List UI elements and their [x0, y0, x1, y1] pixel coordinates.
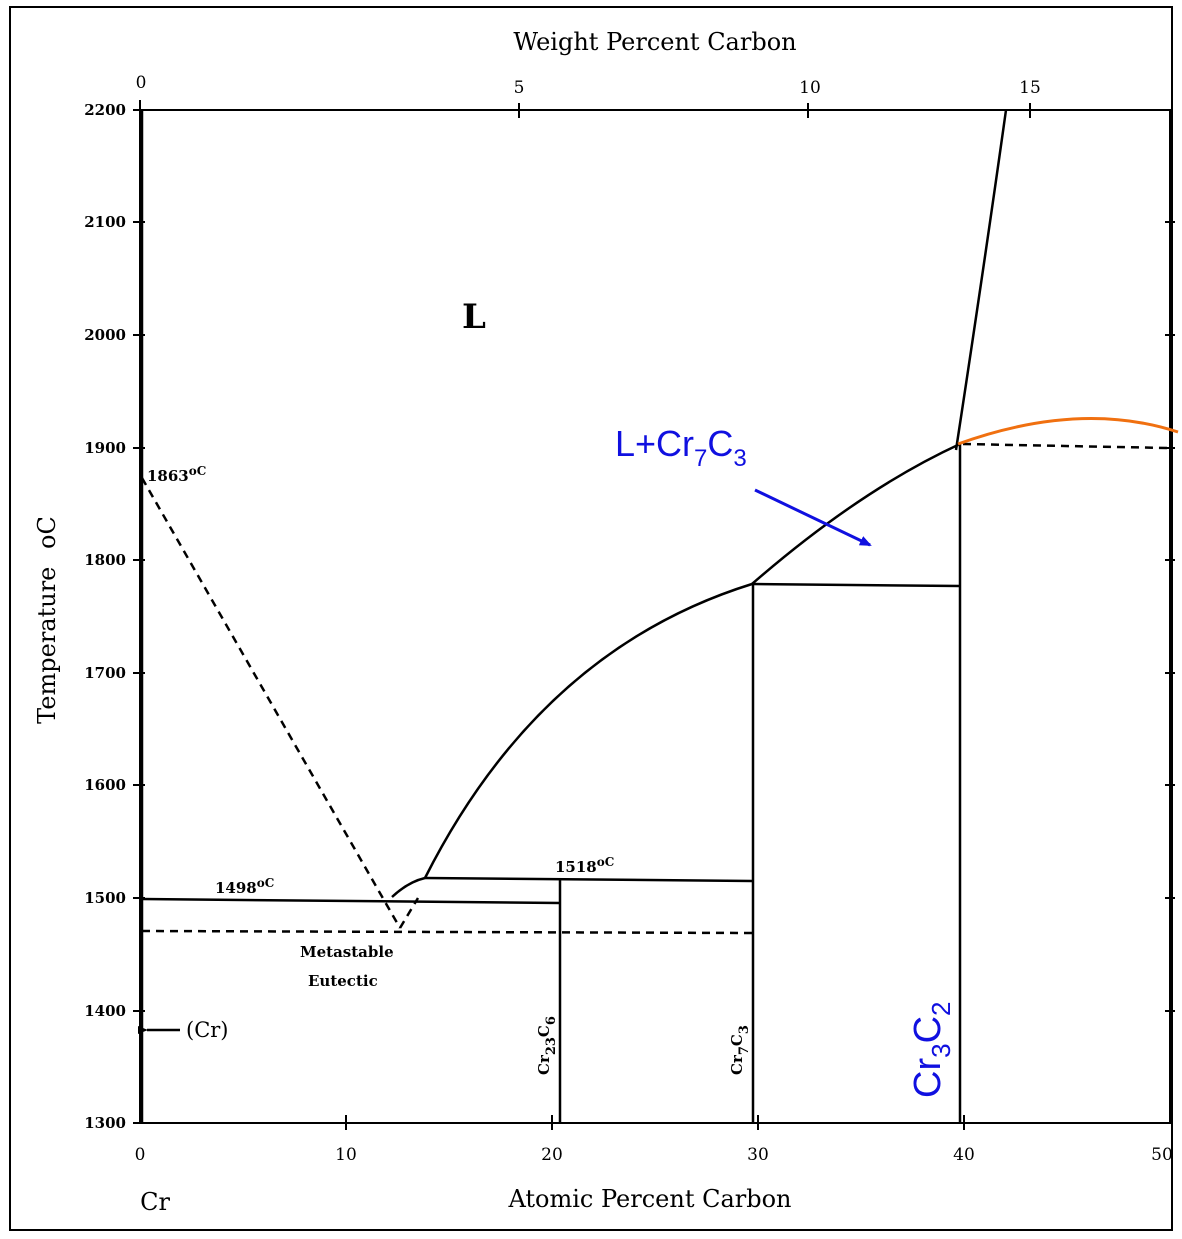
y-tick-label: 1600	[84, 776, 126, 794]
cr7c3-main: Cr	[728, 1054, 746, 1075]
y-tick-labels: 1300 1400 1500 1600 1700 1800 1900 2000 …	[84, 101, 126, 1132]
y-tick-label: 1300	[84, 1114, 126, 1132]
y-tick-label: 1700	[84, 664, 126, 682]
top-tick-label: 15	[1019, 78, 1041, 98]
phase-boundaries	[142, 110, 1006, 1123]
y-axis-title-group: Temperature oC	[33, 516, 61, 724]
liquidus-upper	[752, 444, 960, 584]
melting-point-value: 1863	[147, 467, 189, 485]
eutectic-temp-label: 1498oC	[215, 876, 274, 897]
l-cr7c3-sub2: 3	[733, 445, 746, 472]
x-tick-labels: 0 10 20 30 40 50	[135, 1145, 1173, 1165]
liquidus-low	[392, 878, 425, 897]
cr3c2-sub2: 2	[926, 1002, 956, 1016]
l-cr7c3-prefix: L+Cr	[615, 423, 694, 464]
eutectic-label: Eutectic	[308, 972, 378, 990]
diagram-annotations: L 1863oC 1498oC 1518oC Metastable Eutect…	[147, 297, 752, 1075]
peritectic-isotherm	[425, 878, 752, 881]
upper-isotherm	[752, 584, 960, 586]
y-axis-unit: oC	[33, 516, 61, 549]
eutectic-temp-value: 1498	[215, 879, 257, 897]
x-tick-label: 20	[541, 1145, 563, 1165]
eutectic-temp-unit: oC	[257, 876, 275, 890]
l-cr7c3-sub1: 7	[694, 445, 707, 472]
peritectic-temp-value: 1518	[555, 858, 597, 876]
top-tick-label: 0	[136, 73, 147, 93]
liquidus-main	[425, 584, 752, 878]
cr23c6-sub2: 6	[544, 1016, 559, 1025]
cr23c6-main: Cr	[535, 1054, 553, 1075]
blue-annotations: L+Cr7C3 Cr3C2	[615, 423, 956, 1098]
plot-area	[140, 110, 1170, 1123]
y-tick-label: 2000	[84, 326, 126, 344]
x-tick-label: 10	[335, 1145, 357, 1165]
cr23c6-sub1: 23	[544, 1037, 559, 1055]
liquid-label: L	[462, 297, 486, 337]
cr7c3-sub1: 7	[737, 1046, 752, 1055]
y-tick-label: 1400	[84, 1002, 126, 1020]
l-cr7c3-c: C	[707, 423, 733, 464]
y-axis-title-text: Temperature	[33, 567, 61, 724]
top-axis-title: Weight Percent Carbon	[513, 28, 796, 56]
liquidus-extension	[958, 419, 1178, 444]
x-tick-label: 30	[747, 1145, 769, 1165]
liquidus-top	[956, 110, 1006, 450]
melting-point-label: 1863oC	[147, 464, 206, 485]
y-axis-title: Temperature oC	[33, 516, 61, 724]
y-tick-marks	[133, 110, 1175, 1123]
x-tick-marks	[140, 100, 1030, 1130]
metastable-eutectic-line	[142, 931, 752, 933]
x-tick-label: 0	[135, 1145, 146, 1165]
svg-text:Cr23C6: Cr23C6	[535, 1016, 559, 1075]
y-tick-label: 2100	[84, 213, 126, 231]
cr3c2-sub1: 3	[926, 1043, 956, 1057]
svg-text:Cr7C3: Cr7C3	[728, 1025, 752, 1075]
metastable-lines	[142, 444, 1168, 933]
top-tick-labels: 0 5 10 15	[136, 73, 1041, 98]
y-tick-label: 1800	[84, 551, 126, 569]
top-tick-label: 5	[514, 78, 525, 98]
cr7c3-label: Cr7C3	[728, 1025, 752, 1075]
peritectic-temp-label: 1518oC	[555, 855, 614, 876]
cr23c6-c: C	[535, 1025, 553, 1037]
x-tick-label: 40	[953, 1145, 975, 1165]
cr7c3-c: C	[728, 1034, 746, 1046]
cr3c2-main: Cr	[907, 1058, 949, 1098]
cr-phase-label: (Cr)	[186, 1018, 229, 1042]
top-tick-label: 10	[799, 78, 821, 98]
l-cr7c3-arrow	[755, 490, 870, 545]
cr3c2-c: C	[907, 1016, 949, 1043]
y-tick-label: 2200	[84, 101, 126, 119]
melting-point-unit: oC	[189, 464, 207, 478]
element-label: Cr	[140, 1188, 170, 1216]
l-cr7c3-label: L+Cr7C3	[615, 423, 747, 472]
peritectic-temp-unit: oC	[597, 855, 615, 869]
eutectic-isotherm	[142, 899, 560, 903]
upper-dashed-line	[963, 444, 1168, 448]
svg-text:Cr3C2: Cr3C2	[907, 1002, 956, 1099]
cr7c3-sub2: 3	[737, 1025, 752, 1034]
x-axis-title: Atomic Percent Carbon	[507, 1185, 791, 1213]
y-tick-label: 1900	[84, 439, 126, 457]
cr23c6-label: Cr23C6	[535, 1016, 559, 1075]
cr3c2-label: Cr3C2	[907, 1002, 956, 1099]
x-tick-label: 50	[1151, 1145, 1173, 1165]
metastable-liquidus	[142, 478, 400, 928]
metastable-label: Metastable	[300, 943, 394, 961]
y-tick-label: 1500	[84, 889, 126, 907]
